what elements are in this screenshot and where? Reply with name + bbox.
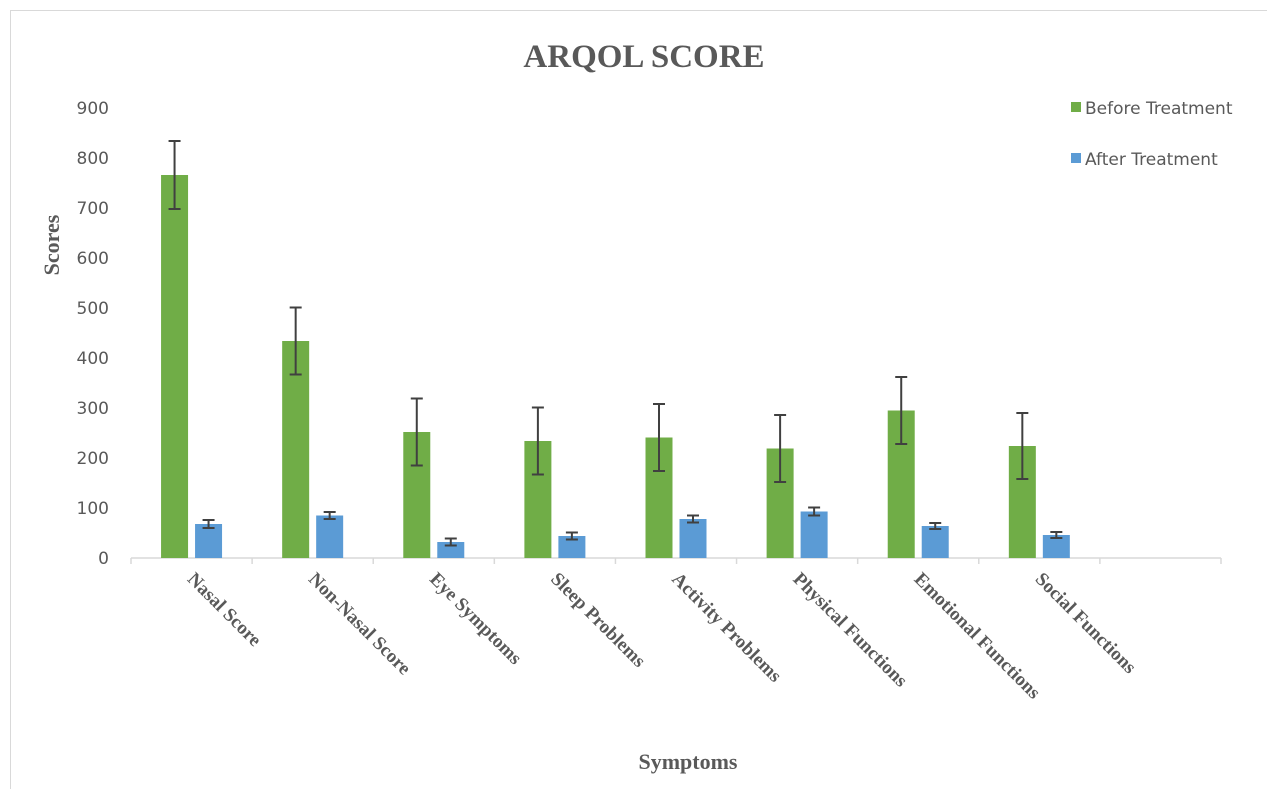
legend-swatch bbox=[1071, 153, 1081, 163]
bar bbox=[316, 515, 344, 558]
x-tick-label: Sleep Problems bbox=[546, 569, 649, 672]
bar bbox=[282, 341, 310, 558]
x-tick-label: Physical Functions bbox=[789, 569, 912, 692]
y-axis-title: Scores bbox=[39, 214, 64, 275]
y-tick-label: 500 bbox=[77, 299, 109, 319]
y-tick-label: 600 bbox=[77, 249, 109, 269]
chart-title: ARQOL SCORE bbox=[523, 39, 764, 75]
bar bbox=[195, 524, 223, 558]
y-tick-label: 700 bbox=[77, 199, 109, 219]
bar bbox=[800, 511, 828, 558]
plot-area: 0 100 200 300 400 500 600 700 800 900 Nasal Score N… bbox=[77, 99, 1222, 704]
x-tick-label: Non-Nasal Score bbox=[304, 569, 415, 680]
bar bbox=[437, 542, 465, 558]
y-tick-label: 200 bbox=[77, 449, 109, 469]
y-tick-label: 100 bbox=[77, 499, 109, 519]
bar bbox=[161, 175, 189, 558]
bar bbox=[1042, 535, 1070, 558]
legend-swatch bbox=[1071, 102, 1081, 112]
y-tick-label: 800 bbox=[77, 149, 109, 169]
x-tick-label: Eye Symptoms bbox=[425, 569, 525, 669]
legend-label: Before Treatment bbox=[1085, 99, 1233, 119]
bar bbox=[679, 519, 707, 558]
x-tick-label: Nasal Score bbox=[183, 569, 265, 651]
legend-label: After Treatment bbox=[1085, 150, 1218, 170]
x-tick-label: Emotional Functions bbox=[910, 569, 1045, 704]
legend: Before Treatment After Treatment bbox=[1071, 99, 1233, 170]
y-tick-label: 300 bbox=[77, 399, 109, 419]
bar bbox=[921, 526, 949, 558]
y-tick-label: 0 bbox=[98, 549, 109, 569]
y-tick-label: 900 bbox=[77, 99, 109, 119]
x-tick-label: Activity Problems bbox=[667, 569, 785, 687]
bar bbox=[558, 536, 586, 558]
y-tick-label: 400 bbox=[77, 349, 109, 369]
x-axis-title: Symptoms bbox=[638, 749, 737, 774]
chart-area bbox=[10, 10, 1267, 789]
x-tick-label: Social Functions bbox=[1031, 569, 1140, 678]
